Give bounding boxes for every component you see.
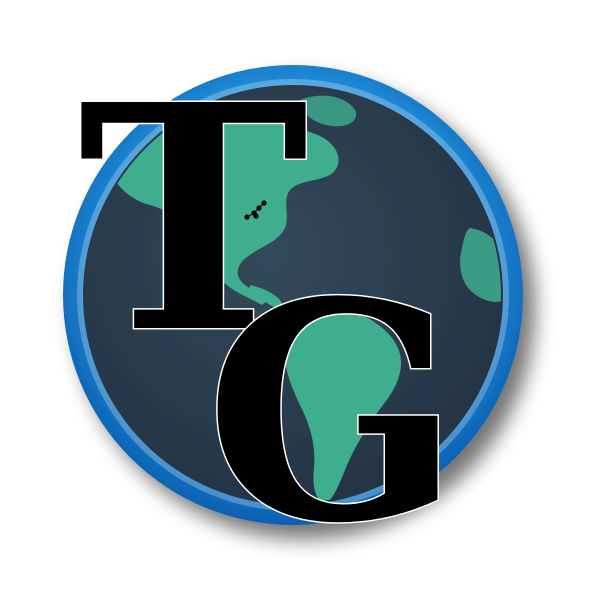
constellation-icon	[244, 200, 267, 220]
central-america-landmass	[250, 285, 283, 309]
monogram-letter-g: G	[205, 236, 461, 589]
africa-landmass-edge	[460, 228, 501, 302]
monogram-letter-t: T	[78, 38, 309, 402]
south-america-landmass	[283, 302, 402, 503]
greenland-landmass	[300, 95, 357, 127]
globe-icon	[110, 95, 501, 503]
north-america-landmass	[110, 109, 339, 306]
